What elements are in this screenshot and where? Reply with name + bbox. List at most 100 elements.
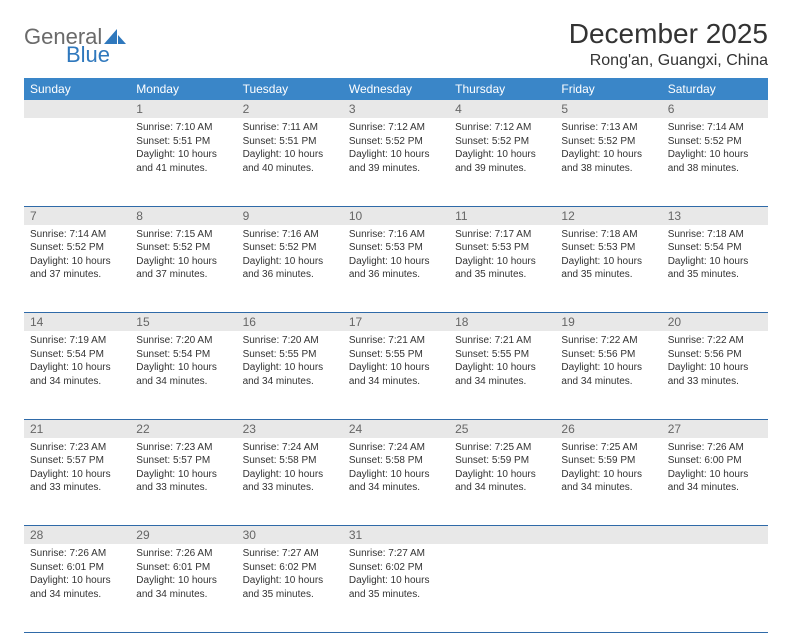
sunset-text: Sunset: 5:52 PM bbox=[136, 241, 230, 255]
day-details: Sunrise: 7:14 AMSunset: 5:52 PMDaylight:… bbox=[662, 118, 768, 179]
day-details: Sunrise: 7:18 AMSunset: 5:54 PMDaylight:… bbox=[662, 225, 768, 286]
day-number: 23 bbox=[237, 419, 343, 438]
day-details: Sunrise: 7:23 AMSunset: 5:57 PMDaylight:… bbox=[130, 438, 236, 499]
weekday-header: Sunday bbox=[24, 78, 130, 100]
day-details: Sunrise: 7:22 AMSunset: 5:56 PMDaylight:… bbox=[662, 331, 768, 392]
day-number: 9 bbox=[237, 206, 343, 225]
weekday-header: Tuesday bbox=[237, 78, 343, 100]
day-cell: Sunrise: 7:16 AMSunset: 5:52 PMDaylight:… bbox=[237, 225, 343, 313]
daylight-text: Daylight: 10 hours and 33 minutes. bbox=[243, 468, 337, 495]
daylight-text: Daylight: 10 hours and 34 minutes. bbox=[455, 361, 549, 388]
day-number: 22 bbox=[130, 419, 236, 438]
sunset-text: Sunset: 6:02 PM bbox=[243, 561, 337, 575]
weekday-header: Monday bbox=[130, 78, 236, 100]
daylight-text: Daylight: 10 hours and 34 minutes. bbox=[455, 468, 549, 495]
daylight-text: Daylight: 10 hours and 35 minutes. bbox=[668, 255, 762, 282]
sunrise-text: Sunrise: 7:10 AM bbox=[136, 121, 230, 135]
location: Rong'an, Guangxi, China bbox=[569, 52, 768, 70]
sunrise-text: Sunrise: 7:12 AM bbox=[455, 121, 549, 135]
sunrise-text: Sunrise: 7:25 AM bbox=[561, 441, 655, 455]
sunrise-text: Sunrise: 7:18 AM bbox=[561, 228, 655, 242]
day-cell: Sunrise: 7:12 AMSunset: 5:52 PMDaylight:… bbox=[343, 118, 449, 206]
day-cell: Sunrise: 7:12 AMSunset: 5:52 PMDaylight:… bbox=[449, 118, 555, 206]
day-cell: Sunrise: 7:10 AMSunset: 5:51 PMDaylight:… bbox=[130, 118, 236, 206]
day-number: 14 bbox=[24, 313, 130, 332]
daylight-text: Daylight: 10 hours and 39 minutes. bbox=[349, 148, 443, 175]
sunset-text: Sunset: 5:57 PM bbox=[30, 454, 124, 468]
sunrise-text: Sunrise: 7:16 AM bbox=[243, 228, 337, 242]
day-details: Sunrise: 7:20 AMSunset: 5:55 PMDaylight:… bbox=[237, 331, 343, 392]
day-number: 29 bbox=[130, 526, 236, 545]
sunset-text: Sunset: 5:52 PM bbox=[668, 135, 762, 149]
sunrise-text: Sunrise: 7:19 AM bbox=[30, 334, 124, 348]
sunrise-text: Sunrise: 7:17 AM bbox=[455, 228, 549, 242]
daylight-text: Daylight: 10 hours and 34 minutes. bbox=[136, 361, 230, 388]
day-cell: Sunrise: 7:22 AMSunset: 5:56 PMDaylight:… bbox=[555, 331, 661, 419]
sunset-text: Sunset: 5:56 PM bbox=[561, 348, 655, 362]
day-number: 20 bbox=[662, 313, 768, 332]
sunrise-text: Sunrise: 7:22 AM bbox=[668, 334, 762, 348]
day-details: Sunrise: 7:18 AMSunset: 5:53 PMDaylight:… bbox=[555, 225, 661, 286]
day-number: 6 bbox=[662, 100, 768, 118]
header: GeneralBlue December 2025 Rong'an, Guang… bbox=[24, 18, 768, 70]
day-cell: Sunrise: 7:21 AMSunset: 5:55 PMDaylight:… bbox=[343, 331, 449, 419]
day-number: 8 bbox=[130, 206, 236, 225]
day-cell: Sunrise: 7:25 AMSunset: 5:59 PMDaylight:… bbox=[555, 438, 661, 526]
daylight-text: Daylight: 10 hours and 34 minutes. bbox=[668, 468, 762, 495]
day-cell bbox=[24, 118, 130, 206]
sunrise-text: Sunrise: 7:26 AM bbox=[136, 547, 230, 561]
day-cell: Sunrise: 7:24 AMSunset: 5:58 PMDaylight:… bbox=[343, 438, 449, 526]
sunrise-text: Sunrise: 7:16 AM bbox=[349, 228, 443, 242]
daylight-text: Daylight: 10 hours and 38 minutes. bbox=[668, 148, 762, 175]
day-cell: Sunrise: 7:26 AMSunset: 6:01 PMDaylight:… bbox=[130, 544, 236, 632]
day-number: 31 bbox=[343, 526, 449, 545]
day-number: 11 bbox=[449, 206, 555, 225]
sunrise-text: Sunrise: 7:14 AM bbox=[30, 228, 124, 242]
day-details: Sunrise: 7:25 AMSunset: 5:59 PMDaylight:… bbox=[449, 438, 555, 499]
day-number: 25 bbox=[449, 419, 555, 438]
day-cell: Sunrise: 7:13 AMSunset: 5:52 PMDaylight:… bbox=[555, 118, 661, 206]
day-details: Sunrise: 7:22 AMSunset: 5:56 PMDaylight:… bbox=[555, 331, 661, 392]
sunset-text: Sunset: 6:01 PM bbox=[30, 561, 124, 575]
sunrise-text: Sunrise: 7:21 AM bbox=[455, 334, 549, 348]
day-cell: Sunrise: 7:18 AMSunset: 5:54 PMDaylight:… bbox=[662, 225, 768, 313]
day-details: Sunrise: 7:26 AMSunset: 6:01 PMDaylight:… bbox=[24, 544, 130, 605]
sunset-text: Sunset: 5:51 PM bbox=[136, 135, 230, 149]
weekday-header-row: SundayMondayTuesdayWednesdayThursdayFrid… bbox=[24, 78, 768, 100]
sunrise-text: Sunrise: 7:15 AM bbox=[136, 228, 230, 242]
sunset-text: Sunset: 5:54 PM bbox=[30, 348, 124, 362]
sunset-text: Sunset: 5:52 PM bbox=[561, 135, 655, 149]
sunset-text: Sunset: 5:56 PM bbox=[668, 348, 762, 362]
sunset-text: Sunset: 5:52 PM bbox=[30, 241, 124, 255]
day-details: Sunrise: 7:15 AMSunset: 5:52 PMDaylight:… bbox=[130, 225, 236, 286]
day-cell: Sunrise: 7:26 AMSunset: 6:01 PMDaylight:… bbox=[24, 544, 130, 632]
sunrise-text: Sunrise: 7:13 AM bbox=[561, 121, 655, 135]
calendar-table: SundayMondayTuesdayWednesdayThursdayFrid… bbox=[24, 78, 768, 633]
sunrise-text: Sunrise: 7:18 AM bbox=[668, 228, 762, 242]
day-details: Sunrise: 7:23 AMSunset: 5:57 PMDaylight:… bbox=[24, 438, 130, 499]
day-number: 19 bbox=[555, 313, 661, 332]
sunrise-text: Sunrise: 7:22 AM bbox=[561, 334, 655, 348]
daylight-text: Daylight: 10 hours and 34 minutes. bbox=[561, 361, 655, 388]
sunset-text: Sunset: 5:52 PM bbox=[455, 135, 549, 149]
sunrise-text: Sunrise: 7:27 AM bbox=[243, 547, 337, 561]
sunrise-text: Sunrise: 7:12 AM bbox=[349, 121, 443, 135]
sunset-text: Sunset: 5:54 PM bbox=[136, 348, 230, 362]
day-number-row: 28293031 bbox=[24, 526, 768, 545]
day-number: 28 bbox=[24, 526, 130, 545]
day-details: Sunrise: 7:16 AMSunset: 5:52 PMDaylight:… bbox=[237, 225, 343, 286]
sunset-text: Sunset: 5:58 PM bbox=[349, 454, 443, 468]
daylight-text: Daylight: 10 hours and 37 minutes. bbox=[30, 255, 124, 282]
day-number: 3 bbox=[343, 100, 449, 118]
day-details: Sunrise: 7:26 AMSunset: 6:01 PMDaylight:… bbox=[130, 544, 236, 605]
day-number: 26 bbox=[555, 419, 661, 438]
daylight-text: Daylight: 10 hours and 34 minutes. bbox=[243, 361, 337, 388]
day-cell: Sunrise: 7:19 AMSunset: 5:54 PMDaylight:… bbox=[24, 331, 130, 419]
day-content-row: Sunrise: 7:19 AMSunset: 5:54 PMDaylight:… bbox=[24, 331, 768, 419]
day-number bbox=[449, 526, 555, 545]
sunrise-text: Sunrise: 7:25 AM bbox=[455, 441, 549, 455]
sunset-text: Sunset: 5:55 PM bbox=[243, 348, 337, 362]
day-cell: Sunrise: 7:11 AMSunset: 5:51 PMDaylight:… bbox=[237, 118, 343, 206]
day-cell: Sunrise: 7:23 AMSunset: 5:57 PMDaylight:… bbox=[24, 438, 130, 526]
day-number: 24 bbox=[343, 419, 449, 438]
